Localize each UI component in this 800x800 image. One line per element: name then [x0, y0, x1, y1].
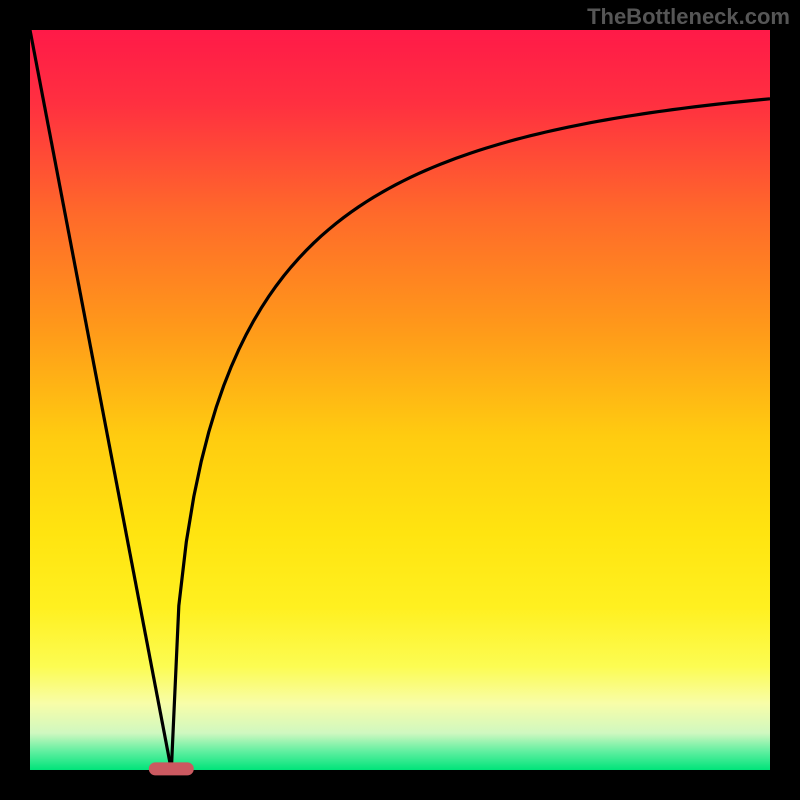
bottleneck-curve — [30, 30, 770, 770]
watermark-label: TheBottleneck.com — [587, 4, 790, 30]
optimal-point-marker — [149, 762, 193, 775]
watermark-text: TheBottleneck.com — [587, 4, 790, 29]
chart-container: TheBottleneck.com — [0, 0, 800, 800]
plot-area — [30, 30, 770, 770]
